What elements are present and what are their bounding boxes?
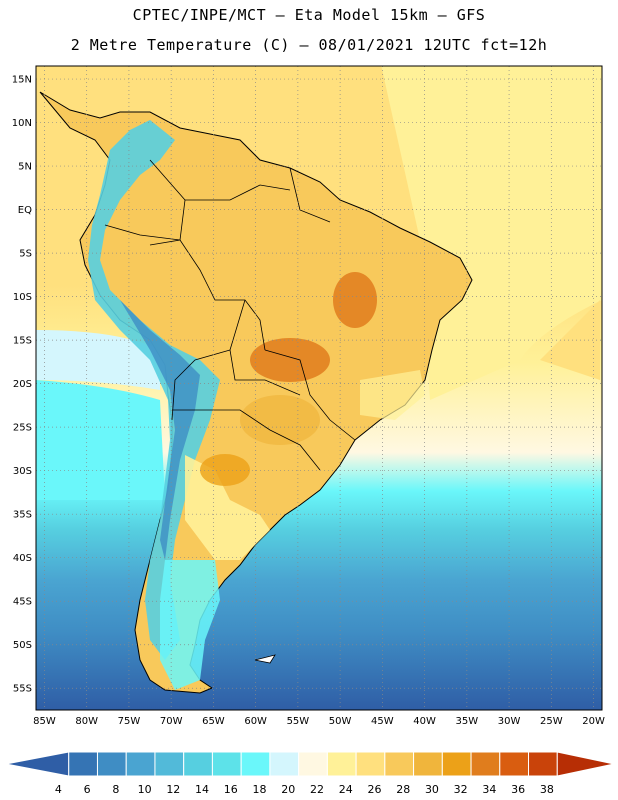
lon-label: 70W [160, 716, 183, 727]
colorbar-swatch [298, 751, 328, 777]
lat-label: 5S [19, 249, 32, 260]
title-line-2: 2 Metre Temperature (C) – 08/01/2021 12U… [70, 36, 548, 54]
colorbar-label: 6 [84, 783, 91, 796]
colorbar-label: 8 [112, 783, 119, 796]
colorbar-swatch [211, 751, 242, 777]
title-line-1: CPTEC/INPE/MCT – Eta Model 15km – GFS [132, 6, 486, 24]
warm-area-parana [240, 395, 320, 445]
colorbar-label: 30 [425, 783, 439, 796]
lat-label: 10N [12, 118, 32, 129]
lat-label: 10S [13, 292, 32, 303]
hot-spot-tocantins [333, 272, 377, 328]
hot-spot-pantanal [250, 338, 330, 382]
colorbar-label: 20 [281, 783, 295, 796]
colorbar-label: 26 [367, 783, 381, 796]
lon-label: 30W [498, 716, 521, 727]
lat-label: 45S [13, 597, 32, 608]
lat-label: 50S [13, 640, 32, 651]
colorbar-swatch [355, 751, 386, 777]
lat-label: 25S [13, 423, 32, 434]
lat-label: 15S [13, 336, 32, 347]
colorbar-label: 24 [339, 783, 353, 796]
colorbar-arrow-high [556, 751, 615, 777]
lon-label: 80W [75, 716, 98, 727]
colorbar-label: 34 [482, 783, 496, 796]
lon-label: 75W [118, 716, 141, 727]
colorbar-swatch [154, 751, 185, 777]
colorbar-swatch [183, 751, 213, 777]
lat-label: 40S [13, 553, 32, 564]
andes-coldest-crest [120, 300, 200, 560]
colorbar-label: 36 [511, 783, 525, 796]
colorbar-labels: 4 6 8 10 12 14 16 18 20 22 24 26 28 30 32 34 36 38 [55, 783, 554, 796]
colorbar-label: 32 [454, 783, 468, 796]
colorbar [5, 751, 615, 777]
colorbar-swatch [470, 751, 501, 777]
lat-label: 15N [12, 75, 32, 86]
lat-label: 20S [13, 379, 32, 390]
lon-label: 45W [371, 716, 394, 727]
longitude-labels: 85W 80W 75W 70W 65W 60W 55W 50W 45W 40W 35W 30W 25W 2… [33, 716, 605, 727]
lat-label: 30S [13, 466, 32, 477]
southeast-brazil-mild [360, 370, 425, 420]
colorbar-swatch [96, 751, 127, 777]
lon-label: 60W [244, 716, 267, 727]
colorbar-label: 18 [253, 783, 267, 796]
colorbar-swatch [499, 751, 530, 777]
pacific-cold-region [36, 380, 165, 500]
graticule [36, 66, 602, 710]
country-borders [104, 159, 356, 471]
colorbar-swatch [384, 751, 415, 777]
colorbar-label: 4 [55, 783, 62, 796]
colorbar-swatch [441, 751, 472, 777]
colorbar-swatch [269, 751, 300, 777]
lon-label: 35W [456, 716, 479, 727]
colorbar-label: 28 [396, 783, 410, 796]
colorbar-swatch [125, 751, 156, 777]
lat-label: EQ [18, 205, 32, 216]
pampas-mild-area [185, 455, 270, 560]
lon-label: 65W [202, 716, 225, 727]
latitude-labels: 15N 10N 5N EQ 5S 10S 15S 20S 25S 30S 35S 40S 45S 50S 5… [12, 75, 32, 695]
colorbar-label: 22 [310, 783, 324, 796]
lat-label: 35S [13, 510, 32, 521]
colorbar-swatch [240, 751, 271, 777]
colorbar-label: 16 [224, 783, 238, 796]
colorbar-label: 14 [195, 783, 209, 796]
patagonia-cool-area [160, 560, 220, 690]
map-frame [35, 65, 603, 711]
lon-label: 50W [329, 716, 352, 727]
colorbar-swatch [413, 751, 443, 777]
falkland-islands [254, 654, 276, 664]
colorbar-label: 10 [138, 783, 152, 796]
colorbar-label: 38 [540, 783, 554, 796]
colorbar-label: 12 [166, 783, 180, 796]
colorbar-swatch [68, 751, 98, 777]
lon-label: 40W [413, 716, 436, 727]
lon-label: 25W [540, 716, 563, 727]
hot-spot-chaco [200, 454, 250, 486]
lon-label: 85W [33, 716, 56, 727]
lat-label: 5N [18, 162, 32, 173]
lon-label: 55W [287, 716, 310, 727]
lat-label: 55S [13, 684, 32, 695]
lon-label: 20W [582, 716, 605, 727]
colorbar-swatch [528, 751, 558, 777]
colorbar-swatch [326, 751, 357, 777]
atlantic-warm-patch [540, 300, 600, 380]
colorbar-arrow-low [5, 751, 70, 777]
